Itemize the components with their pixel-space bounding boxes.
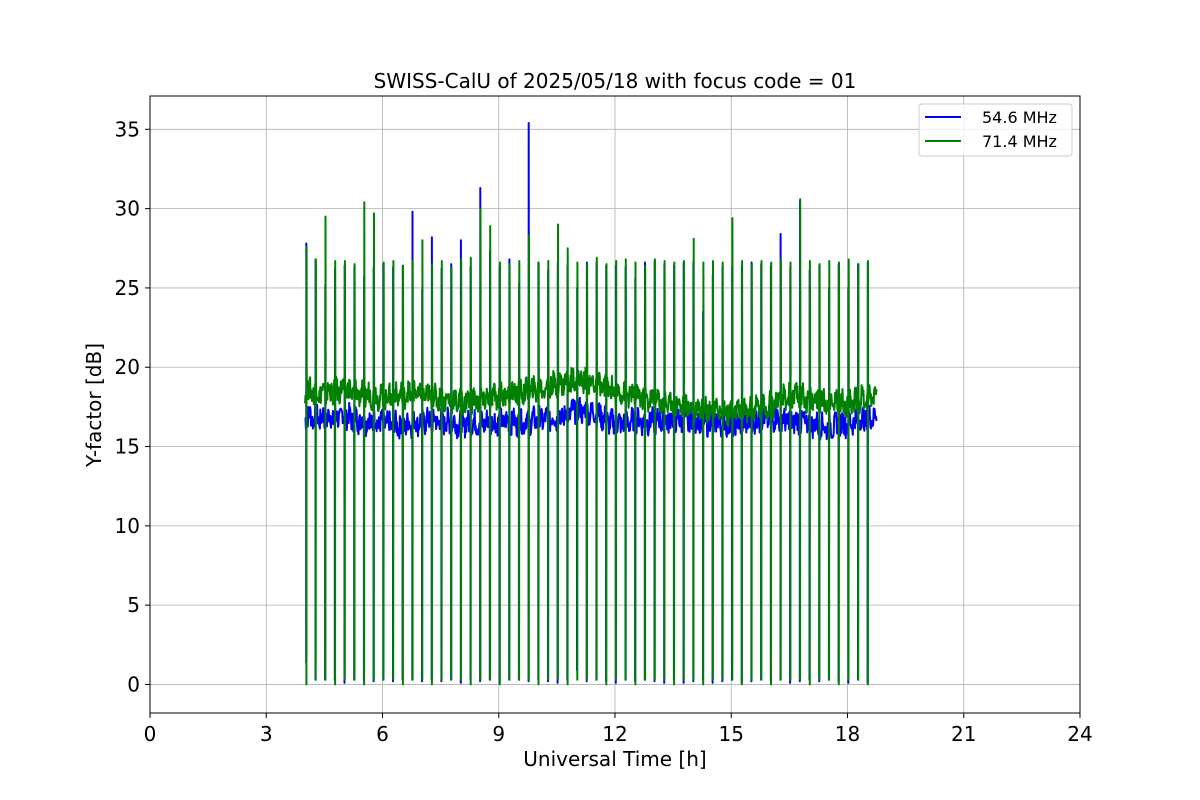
x-tick-label: 18 — [835, 722, 860, 746]
legend: 54.6 MHz 71.4 MHz — [918, 103, 1073, 157]
y-tick-label: 10 — [115, 514, 140, 538]
y-tick-label: 35 — [115, 117, 140, 141]
y-tick-label: 30 — [115, 197, 140, 221]
y-tick-label: 5 — [127, 593, 140, 617]
chart-title: SWISS-CalU of 2025/05/18 with focus code… — [374, 69, 857, 93]
plot-series — [304, 122, 878, 686]
y-tick-label: 15 — [115, 435, 140, 459]
x-axis-label: Universal Time [h] — [523, 747, 706, 771]
x-tick-label: 24 — [1067, 722, 1092, 746]
x-tick-label: 21 — [951, 722, 976, 746]
x-tick-label: 9 — [492, 722, 505, 746]
x-tick-label: 0 — [144, 722, 157, 746]
legend-label-54-6-mhz: 54.6 MHz — [982, 108, 1057, 127]
axis-ticks: 0 3 6 9 12 15 18 21 24 0 5 10 15 20 25 30 35 — [115, 117, 1093, 746]
x-tick-label: 3 — [260, 722, 273, 746]
x-tick-label: 12 — [602, 722, 627, 746]
y-tick-label: 25 — [115, 276, 140, 300]
y-tick-label: 0 — [127, 672, 140, 696]
x-tick-label: 6 — [376, 722, 389, 746]
y-axis-label: Y-factor [dB] — [82, 343, 106, 468]
series-line-71-4-mhz — [304, 198, 878, 686]
x-tick-label: 15 — [719, 722, 744, 746]
legend-label-71-4-mhz: 71.4 MHz — [982, 132, 1057, 151]
y-tick-label: 20 — [115, 355, 140, 379]
